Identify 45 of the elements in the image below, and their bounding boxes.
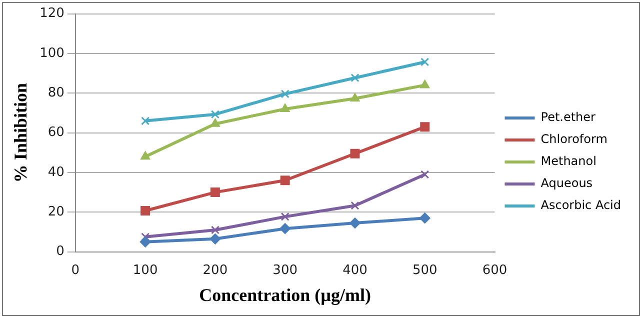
legend-label: Methanol: [540, 154, 596, 168]
point: [280, 212, 290, 221]
point: [419, 212, 430, 224]
legend-label: Pet.ether: [540, 110, 596, 124]
y-tick-label: 80: [48, 86, 64, 101]
point: [420, 58, 430, 66]
point: [210, 118, 220, 127]
point: [210, 226, 220, 234]
y-tick-label: 100: [40, 46, 64, 61]
y-tick-label: 60: [48, 125, 64, 140]
point: [349, 218, 360, 229]
point: [420, 80, 430, 88]
x-tick-label: 500: [412, 262, 438, 278]
y-axis-title: % Inhibition: [10, 83, 30, 183]
y-tick-label: 20: [48, 204, 64, 220]
point: [280, 176, 290, 186]
y-tick-label: 120: [40, 6, 64, 22]
x-tick-label: 200: [202, 262, 228, 278]
point: [280, 104, 290, 112]
point: [140, 236, 151, 248]
legend-label: Chloroform: [540, 132, 608, 146]
y-tick-label: 0: [56, 244, 64, 260]
point: [210, 110, 220, 119]
point: [350, 201, 360, 210]
x-tick-label: 300: [272, 262, 298, 278]
x-tick-label: 100: [132, 262, 158, 278]
point: [350, 92, 360, 102]
point: [140, 151, 150, 160]
point: [210, 233, 221, 244]
point: [420, 122, 430, 132]
point: [141, 116, 150, 126]
point: [280, 90, 290, 98]
point: [280, 223, 291, 234]
point: [350, 74, 360, 82]
point: [350, 148, 360, 158]
point: [210, 188, 220, 198]
legend-label: Ascorbic Acid: [540, 198, 622, 212]
x-tick-label: 0: [71, 262, 80, 278]
legend-label: Aqueous: [540, 176, 593, 190]
point: [420, 170, 430, 179]
x-axis-title: Concentration (µg/ml): [199, 284, 372, 305]
y-tick-label: 40: [48, 164, 64, 180]
point: [140, 206, 150, 216]
x-tick-label: 600: [482, 262, 508, 278]
x-tick-label: 400: [342, 262, 368, 278]
